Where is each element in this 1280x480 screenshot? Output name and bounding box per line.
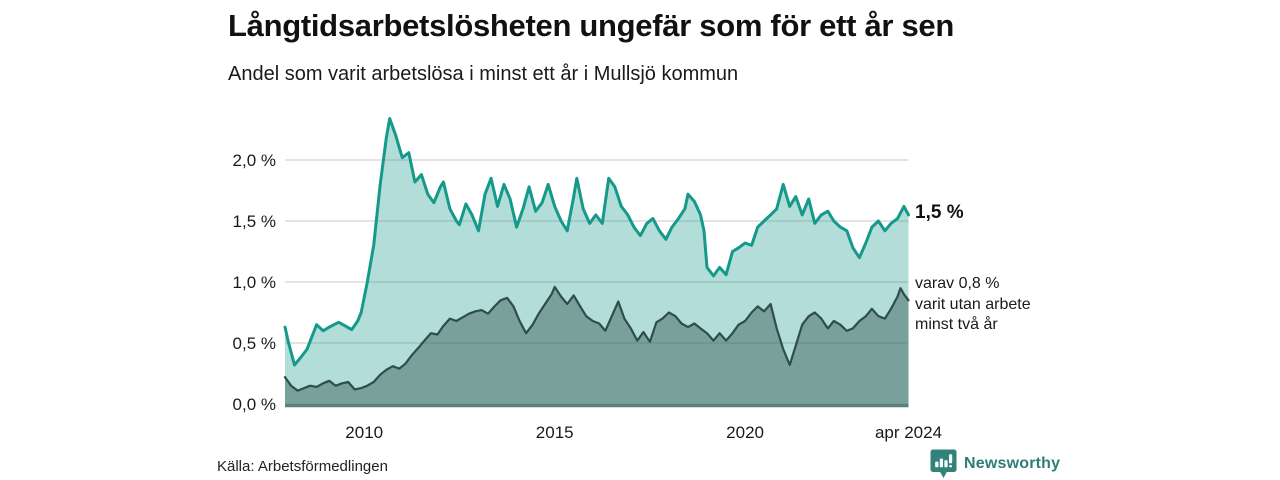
line-unemployed-min-two-years	[283, 285, 910, 392]
area-unemployed-min-one-year	[285, 118, 909, 404]
chart-title: Långtidsarbetslösheten ungefär som för e…	[228, 8, 955, 43]
series-end-label-two-years: varav 0,8 % varit utan arbete minst två …	[915, 274, 1031, 336]
source-credit: Källa: Arbetsförmedlingen	[217, 458, 388, 475]
line-unemployed-min-one-year	[283, 117, 910, 367]
newsworthy-wordmark: Newsworthy	[964, 455, 1061, 472]
annotation-line-3: minst två år	[915, 316, 998, 333]
newsworthy-bubble-chart-icon	[930, 449, 957, 478]
x-tick-label-2015: 2015	[536, 423, 574, 442]
area-unemployed-min-two-years	[285, 286, 909, 404]
x-tick-label-apr-2024: apr 2024	[875, 423, 942, 442]
y-tick-label-0: 0,0 %	[233, 395, 276, 414]
y-tick-label-0.5: 0,5 %	[233, 334, 276, 353]
series-end-label-total: 1,5 %	[915, 202, 964, 223]
x-tick-label-2020: 2020	[726, 423, 764, 442]
y-tick-label-2: 2,0 %	[233, 151, 276, 170]
newsworthy-logo: Newsworthy	[930, 449, 1060, 479]
y-tick-label-1: 1,0 %	[233, 273, 276, 292]
x-tick-label-2010: 2010	[345, 423, 383, 442]
annotation-line-1: varav 0,8 %	[915, 275, 1000, 292]
y-tick-label-1.5: 1,5 %	[233, 212, 276, 231]
annotation-line-2: varit utan arbete	[915, 295, 1031, 313]
chart-subtitle: Andel som varit arbetslösa i minst ett å…	[228, 63, 739, 85]
